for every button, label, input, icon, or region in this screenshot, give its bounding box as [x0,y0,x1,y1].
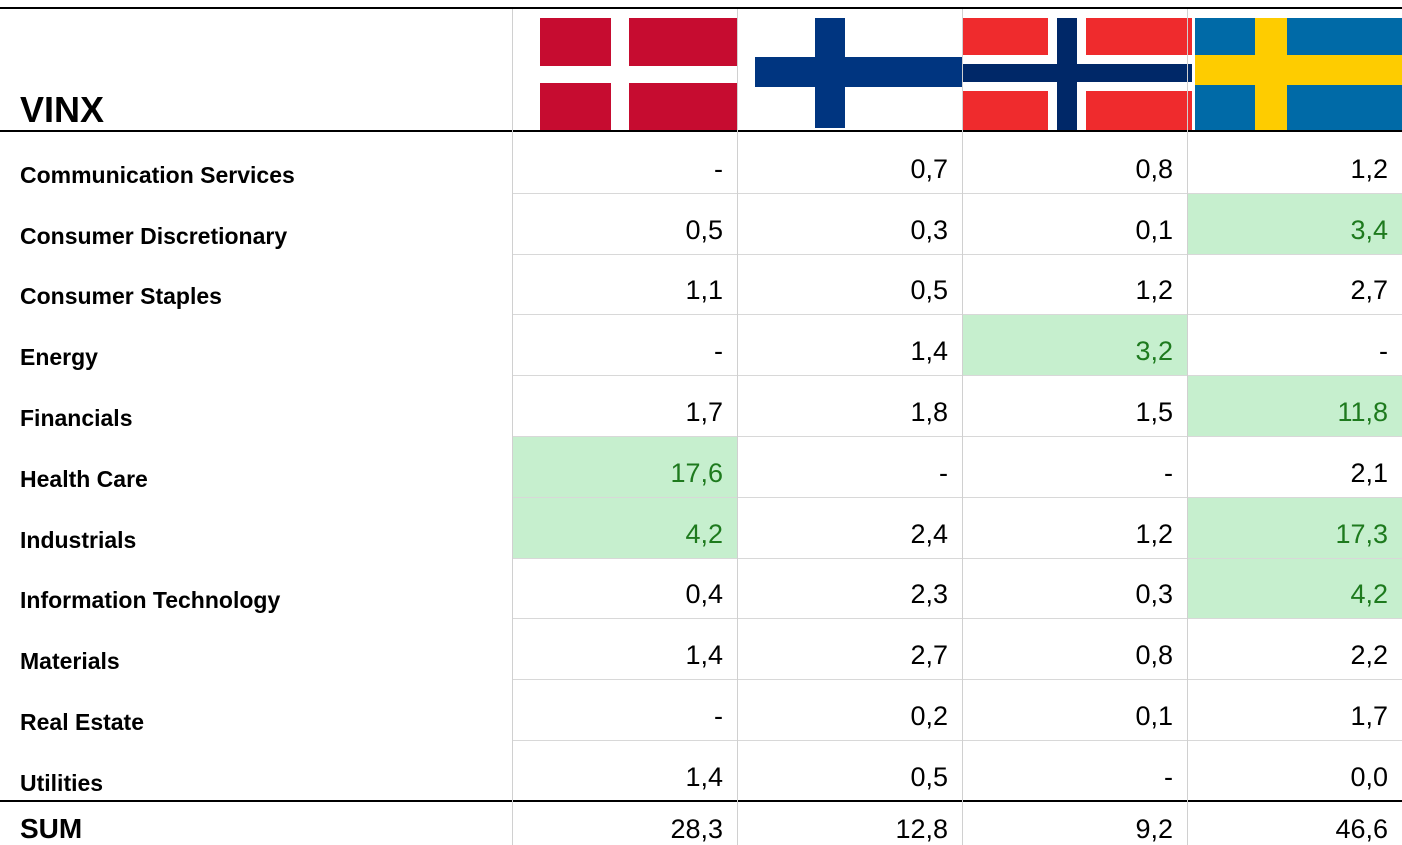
cell: 0,5 [910,275,948,306]
flag-norway [962,18,1192,130]
sum-cell: 9,2 [1135,813,1173,844]
cell: 0,0 [1350,761,1388,792]
cell: - [1164,761,1173,792]
flag-denmark [540,18,738,130]
cell: 4,2 [512,496,737,558]
cell: 1,2 [1135,275,1173,306]
sum-cell: 46,6 [1335,813,1388,844]
row-label: Financials [20,404,133,431]
row-label: Utilities [20,769,104,796]
cell: 3,4 [1187,192,1402,254]
cell: 0,1 [1135,700,1173,731]
row-line [512,314,1402,316]
table-title: VINX [20,89,105,130]
sum-label: SUM [20,812,83,844]
cell: 4,2 [1187,557,1402,619]
sum-cell: 12,8 [895,813,948,844]
cell: 1,2 [1350,153,1388,184]
cell: 0,5 [910,761,948,792]
cell: 1,7 [1350,700,1388,731]
row-line [512,557,1402,559]
row-line [512,375,1402,377]
cell: 2,1 [1350,457,1388,488]
row-label: Consumer Discretionary [20,222,288,249]
cell: 0,3 [910,214,948,245]
row-label: Real Estate [20,708,145,735]
cell: 11,8 [1187,375,1402,436]
row-line [512,740,1402,741]
row-label: Information Technology [20,587,281,614]
cell: 0,8 [1135,153,1173,184]
cell: - [714,700,723,731]
cell: 17,3 [1187,496,1402,558]
cell: 17,6 [512,436,737,497]
header-border [0,130,1402,132]
cell: 1,8 [910,396,948,427]
col-line [962,9,963,845]
cell: 1,2 [1135,518,1173,549]
cell: 0,3 [1135,579,1173,610]
flag-sweden [1195,18,1402,130]
cell: 2,7 [910,640,948,671]
row-label: Health Care [20,465,148,492]
row-line [512,192,1402,194]
cell: 0,4 [685,579,723,610]
col-line [737,9,738,845]
row-label: Industrials [20,526,137,553]
cell: - [1164,457,1173,488]
col-line [1187,9,1188,845]
row-label: Communication Services [20,161,295,188]
sum-border [0,799,1402,802]
top-border [0,7,1402,9]
cell: 0,1 [1135,214,1173,245]
cell: - [714,336,723,367]
cell: 0,8 [1135,640,1173,671]
row-line [512,436,1402,437]
cell: - [714,153,723,184]
sum-cell: 28,3 [670,813,723,844]
row-line [512,618,1402,620]
cell: 3,2 [962,314,1187,376]
cell: 0,5 [685,214,723,245]
row-line [512,253,1402,255]
row-label: Materials [20,648,120,675]
cell: 2,3 [910,579,948,610]
cell: 1,1 [685,275,723,306]
flags [540,18,1402,130]
row-label: Energy [20,344,98,371]
cell: 1,7 [685,396,723,427]
col-line [512,9,513,845]
row-line [512,679,1402,681]
cell: 2,4 [910,518,948,549]
cell: 1,4 [910,336,948,367]
cell: 0,2 [910,700,948,731]
cell: 2,7 [1350,275,1388,306]
cell: 1,5 [1135,396,1173,427]
flag-finland [755,18,962,130]
row-label: Consumer Staples [20,283,222,310]
row-line [512,496,1402,498]
cell: 0,7 [910,153,948,184]
cell: - [1379,336,1388,367]
cell: 2,2 [1350,640,1388,671]
cell: - [939,457,948,488]
cell: 1,4 [685,640,723,671]
cell: 1,4 [685,761,723,792]
